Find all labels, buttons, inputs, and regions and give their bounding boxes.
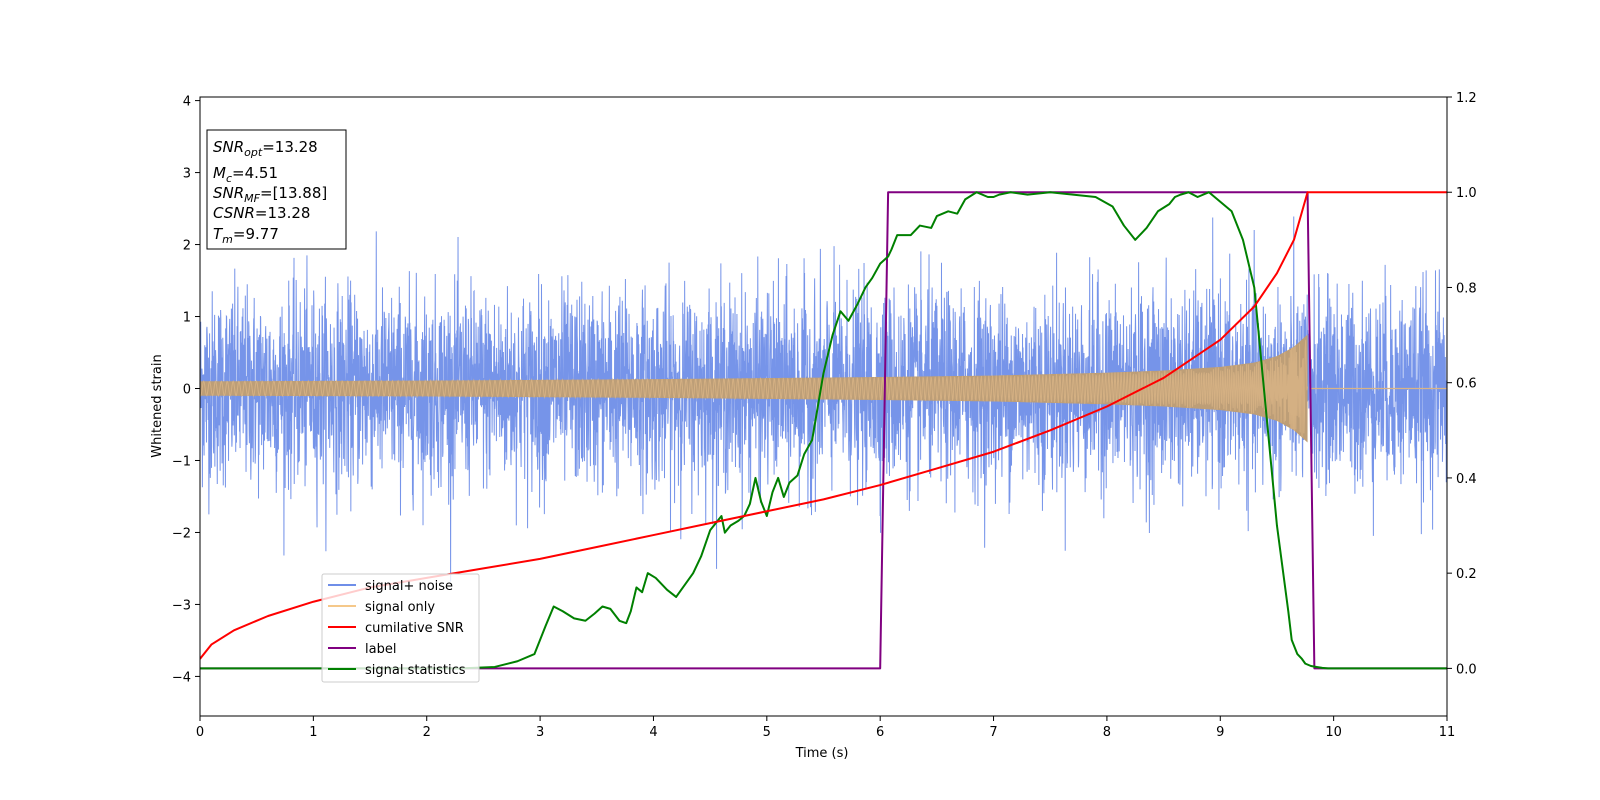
y-axis-right: 1.2 1.0 0.8 0.6 0.4 0.2 0.0: [1447, 91, 1477, 677]
y2-tick-label: 0.4: [1456, 472, 1477, 487]
x-tick-label: 5: [763, 725, 771, 740]
legend-label-signal-noise: signal+ noise: [365, 579, 453, 594]
y-tick-label: 2: [183, 239, 191, 254]
y2-tick-label: 0.8: [1456, 281, 1477, 296]
x-tick-label: 8: [1103, 725, 1111, 740]
info-snr-opt: SNRopt=13.28: [213, 138, 318, 159]
legend-label-signal-statistics: signal statistics: [365, 663, 466, 678]
x-tick-label: 3: [536, 725, 544, 740]
series-signal-only: [200, 334, 1447, 443]
info-box: SNRopt=13.28 Mc=4.51 SNRMF=[13.88] CSNR=…: [206, 129, 347, 250]
y-tick-label: 4: [183, 95, 191, 110]
info-tm: Tm=9.77: [213, 225, 279, 246]
x-axis: 0 1 2 3 4 5 6 7 8 9 10 11: [196, 716, 1455, 740]
plot-frame: [199, 96, 1448, 717]
series-line-signal-statistics: [200, 191, 1447, 670]
info-mc: Mc=4.51: [213, 164, 278, 185]
x-tick-label: 1: [309, 725, 317, 740]
x-tick-label: 4: [649, 725, 657, 740]
info-snr-mf: SNRMF=[13.88]: [213, 184, 327, 205]
legend-label-cumulative-snr: cumilative SNR: [365, 621, 464, 636]
y-tick-label: 1: [183, 311, 191, 326]
y-tick-label: −3: [172, 598, 191, 613]
x-tick-label: 9: [1216, 725, 1224, 740]
x-tick-label: 0: [196, 725, 204, 740]
x-tick-label: 2: [423, 725, 431, 740]
info-csnr: CSNR=13.28: [213, 204, 310, 222]
y2-tick-label: 1.2: [1456, 91, 1477, 106]
x-tick-label: 7: [989, 725, 997, 740]
y2-tick-label: 0.0: [1456, 662, 1477, 677]
y-tick-label: −1: [172, 454, 191, 469]
y-tick-label: 3: [183, 167, 191, 182]
x-tick-label: 10: [1325, 725, 1342, 740]
y-tick-label: 0: [183, 383, 191, 398]
y-axis-left: 4 3 2 1 0 −1 −2 −3 −4: [172, 95, 200, 685]
x-axis-title: Time (s): [795, 746, 849, 761]
series-band-signal-only: [200, 334, 1308, 443]
legend-label-label: label: [365, 642, 396, 657]
x-tick-label: 6: [876, 725, 884, 740]
y2-tick-label: 0.6: [1456, 377, 1477, 392]
x-tick-label: 11: [1439, 725, 1456, 740]
y-tick-label: −4: [172, 670, 191, 685]
y-tick-label: −2: [172, 526, 191, 541]
legend-label-signal-only: signal only: [365, 600, 435, 615]
y2-tick-label: 0.2: [1456, 567, 1477, 582]
series-line-signal-only: [200, 339, 1309, 438]
legend: signal+ noise signal only cumilative SNR…: [321, 573, 480, 683]
y-axis-title: Whitened strain: [150, 354, 165, 457]
y2-tick-label: 1.0: [1456, 186, 1477, 201]
